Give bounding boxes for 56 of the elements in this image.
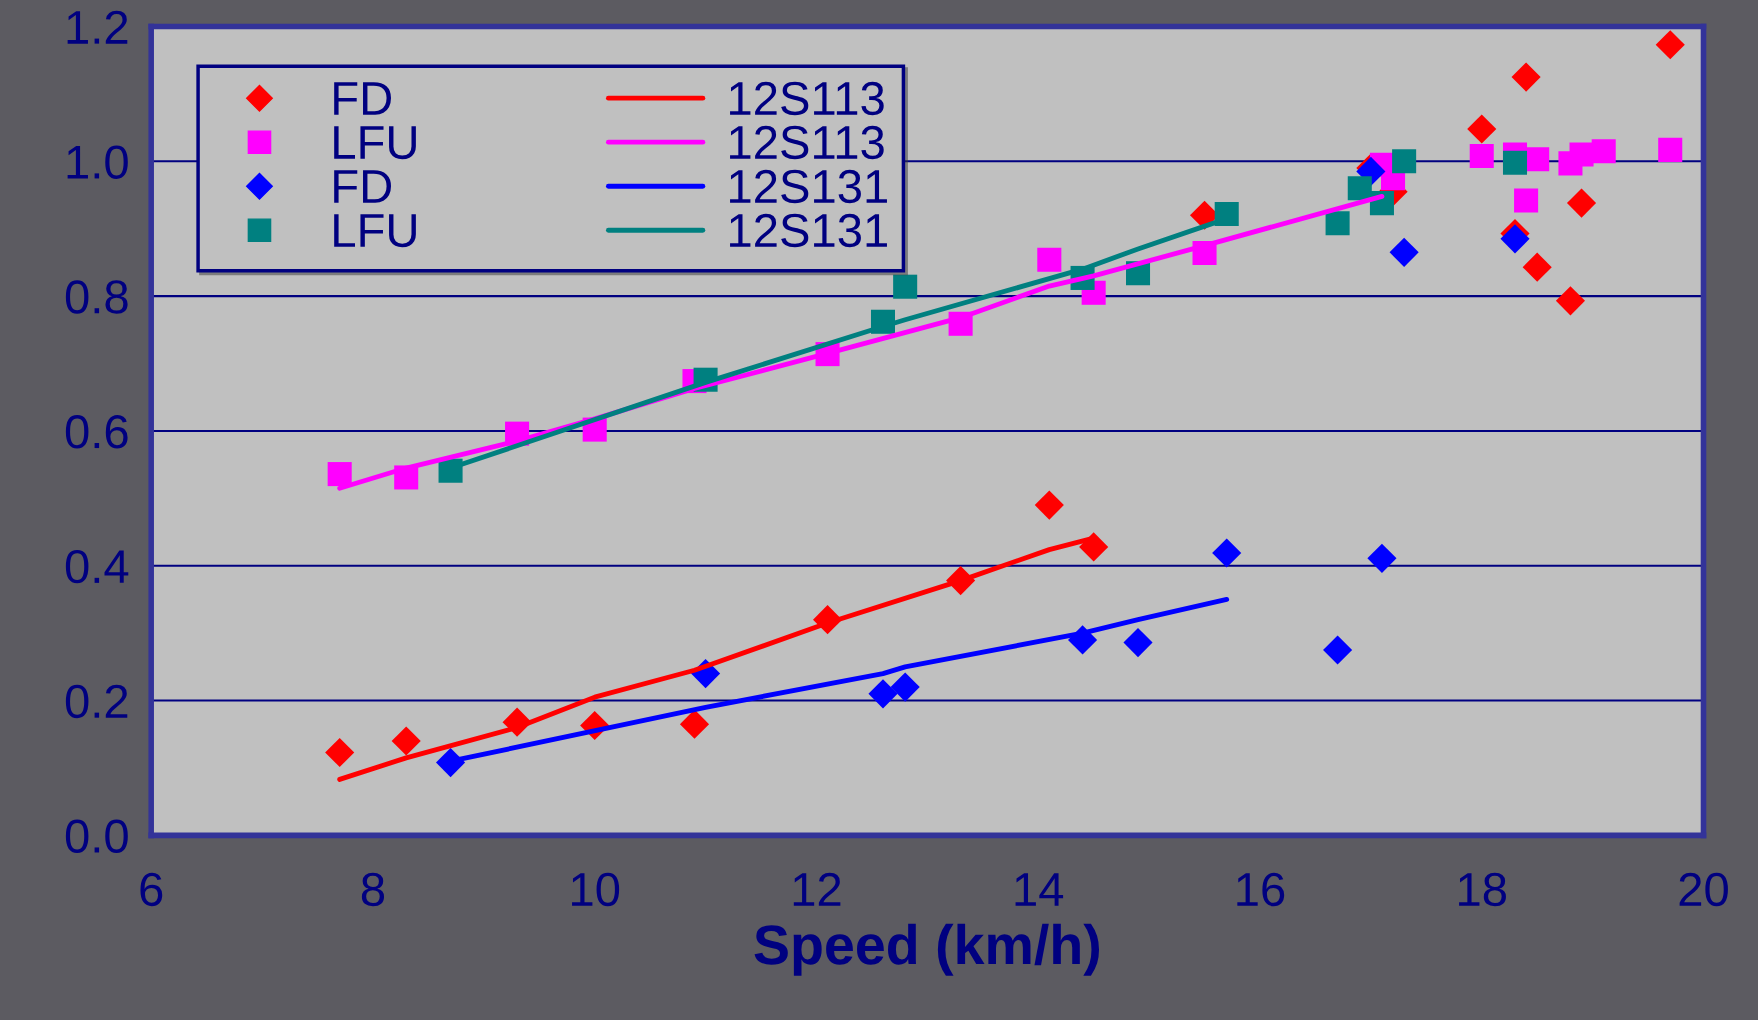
point: [1591, 139, 1616, 164]
point: [1323, 635, 1353, 665]
legend-label: FD: [334, 170, 391, 203]
point: [1514, 188, 1539, 213]
point: [1525, 147, 1550, 172]
point: [1555, 286, 1586, 316]
point: [1347, 176, 1372, 201]
legend-label: LFU: [334, 126, 416, 160]
point: [1511, 62, 1541, 92]
x-tick-label: 20: [1679, 872, 1728, 907]
x-tick-label: 18: [1459, 872, 1506, 907]
y-tick-label: 0.4: [65, 549, 129, 584]
y-tick-label: 1.2: [67, 10, 128, 44]
point: [1123, 628, 1153, 658]
point: [391, 726, 421, 756]
point: [679, 709, 710, 739]
point: [1389, 237, 1419, 267]
point: [893, 274, 918, 299]
y-tick-label: 1.0: [67, 145, 128, 179]
y-tick-label: 0.2: [65, 684, 128, 719]
legend-label: FD: [334, 82, 391, 115]
x-axis-title: Speed (km/h): [754, 923, 1099, 976]
point: [1566, 188, 1597, 218]
y-tick-label: 0.0: [65, 819, 128, 853]
x-tick-label: 10: [572, 872, 620, 907]
point: [1212, 538, 1242, 568]
y-tick-label: 0.6: [65, 415, 128, 449]
point: [325, 737, 355, 768]
point: [1467, 114, 1497, 144]
y-tick-label: 0.8: [65, 280, 128, 314]
point: [327, 462, 352, 487]
point: [1392, 149, 1417, 174]
legend-label: 12S113: [730, 81, 884, 116]
point: [1522, 252, 1552, 282]
point: [1502, 150, 1528, 175]
point: [1034, 490, 1064, 520]
point: [1037, 247, 1062, 272]
point: [890, 672, 920, 702]
point: [1500, 224, 1530, 254]
point: [1367, 543, 1397, 573]
legend-label: 12S131: [730, 169, 887, 204]
legend-label: 12S131: [730, 213, 887, 248]
legend-label: LFU: [334, 214, 416, 248]
point: [1658, 137, 1683, 162]
x-tick-label: 8: [361, 872, 385, 907]
legend-label: 12S113: [730, 125, 884, 160]
point: [1655, 30, 1685, 60]
point: [868, 679, 898, 709]
point: [1569, 142, 1594, 167]
x-tick-label: 14: [1015, 873, 1064, 906]
point: [1079, 532, 1109, 562]
x-tick-label: 16: [1237, 872, 1285, 907]
point: [1469, 143, 1494, 168]
x-tick-label: 6: [140, 872, 163, 907]
point: [1325, 211, 1350, 236]
x-tick-label: 12: [793, 872, 841, 906]
